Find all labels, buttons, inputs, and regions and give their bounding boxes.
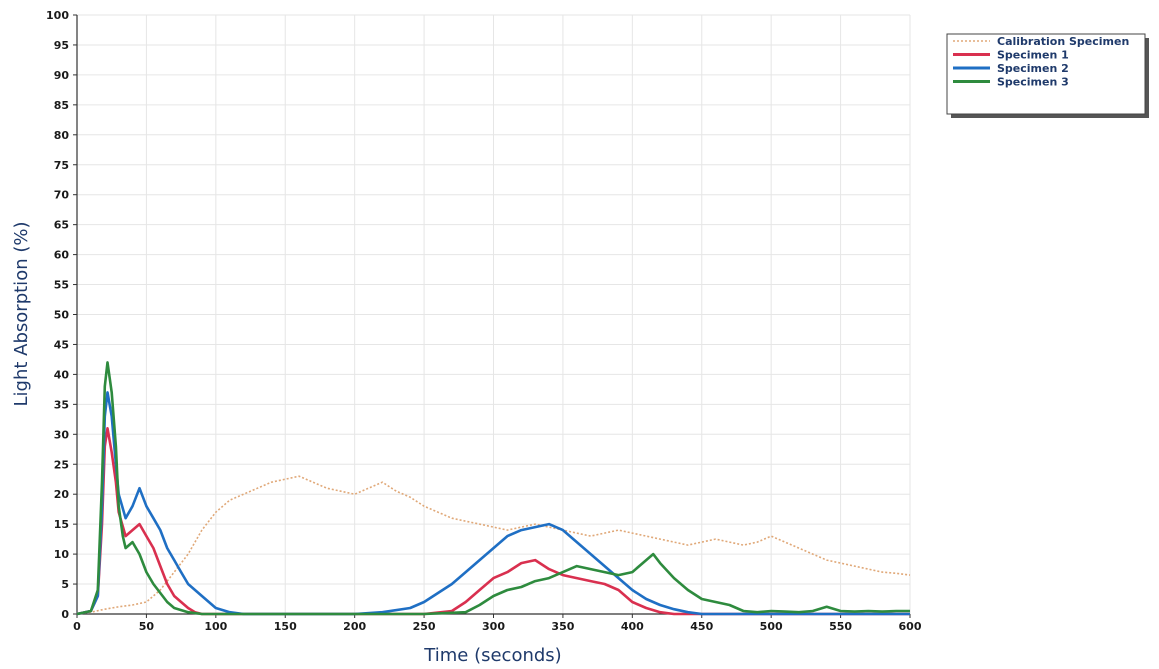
y-tick-label: 40 — [54, 368, 70, 381]
y-axis-title: Light Absorption (%) — [11, 222, 32, 407]
series-lines — [76, 361, 911, 616]
y-tick-label: 10 — [54, 548, 70, 561]
y-tick-label: 5 — [61, 578, 69, 591]
y-tick-label: 100 — [46, 9, 69, 22]
x-tick-label: 300 — [482, 620, 505, 633]
y-tick-label: 85 — [54, 99, 69, 112]
y-tick-label: 90 — [54, 69, 70, 82]
x-tick-label: 350 — [551, 620, 574, 633]
y-tick-label: 55 — [54, 279, 69, 292]
y-tick-label: 0 — [61, 608, 69, 621]
legend-label-2: Specimen 1 — [997, 49, 1069, 62]
axes — [73, 14, 911, 618]
x-tick-label: 250 — [413, 620, 436, 633]
x-tick-label: 500 — [760, 620, 783, 633]
x-tick-label: 150 — [274, 620, 297, 633]
tick-labels: 0 50 100 150 200 250 300 350 400 450 500 550 600 0 5 10… — [46, 9, 922, 633]
x-axis-title: Time (seconds) — [423, 645, 561, 666]
x-tick-label: 100 — [204, 620, 227, 633]
y-tick-label: 20 — [54, 488, 70, 501]
x-tick-label: 600 — [899, 620, 922, 633]
legend-label-1: Calibration Specimen — [997, 35, 1129, 48]
y-tick-label: 95 — [54, 39, 69, 52]
y-tick-label: 65 — [54, 219, 69, 232]
x-tick-label: 50 — [139, 620, 155, 633]
legend-label-4: Specimen 3 — [997, 76, 1069, 89]
y-tick-label: 35 — [54, 398, 69, 411]
y-tick-label: 80 — [54, 129, 70, 142]
x-tick-label: 550 — [829, 620, 852, 633]
y-tick-label: 50 — [54, 309, 70, 322]
legend-box — [946, 33, 1146, 115]
x-tick-label: 200 — [343, 620, 366, 633]
x-tick-label: 0 — [73, 620, 81, 633]
y-tick-label: 25 — [54, 458, 69, 471]
y-tick-label: 30 — [54, 428, 70, 441]
y-tick-label: 60 — [54, 249, 70, 262]
y-tick-label: 15 — [54, 518, 69, 531]
y-tick-label: 45 — [54, 338, 69, 351]
series-line-1 — [76, 475, 911, 615]
legend-label-3: Specimen 2 — [997, 62, 1069, 75]
x-tick-label: 400 — [621, 620, 644, 633]
y-tick-label: 70 — [54, 189, 70, 202]
y-tick-label: 75 — [54, 159, 69, 172]
x-tick-label: 450 — [690, 620, 713, 633]
series-line-4 — [76, 361, 910, 616]
grid-lines — [77, 14, 911, 614]
